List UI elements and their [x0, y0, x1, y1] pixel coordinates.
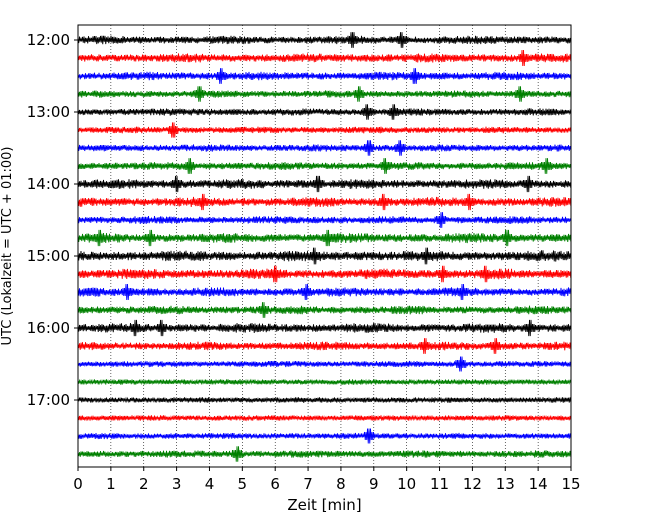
x-tick-label: 15	[561, 475, 580, 493]
y-tick-label: 12:00	[27, 31, 70, 49]
seismic-trace	[77, 428, 572, 444]
seismic-trace	[77, 68, 572, 84]
y-tick-label: 13:00	[27, 103, 70, 121]
x-tick-label: 3	[172, 475, 182, 493]
seismic-trace	[77, 338, 572, 354]
seismic-trace	[77, 32, 572, 48]
plot-frame	[77, 24, 572, 468]
seismic-trace	[77, 122, 572, 138]
trace-group	[77, 32, 572, 462]
x-axis-ticks: 0 1 2 3 4 5 6 7 8 9 10 11 12 13 14 15	[73, 467, 581, 493]
y-tick-label: 16:00	[27, 319, 70, 337]
seismic-trace	[77, 49, 572, 67]
x-tick-label: 7	[303, 475, 313, 493]
y-tick-label: 17:00	[27, 391, 70, 409]
x-tick-label: 6	[270, 475, 280, 493]
y-tick-label: 15:00	[27, 247, 70, 265]
x-tick-label: 12	[463, 475, 482, 493]
seismic-trace	[77, 319, 572, 337]
seismic-trace	[77, 378, 572, 386]
seismic-trace	[77, 356, 572, 372]
y-tick-label: 14:00	[27, 175, 70, 193]
x-tick-label: 5	[238, 475, 248, 493]
seismic-trace	[77, 265, 572, 283]
y-axis-label: UTC (Lokalzeit = UTC + 01:00)	[0, 147, 15, 346]
seismic-trace	[77, 283, 572, 301]
x-tick-label: 14	[529, 475, 548, 493]
x-tick-label: 4	[205, 475, 215, 493]
x-tick-label: 10	[397, 475, 416, 493]
x-axis-label: Zeit [min]	[287, 496, 361, 514]
seismic-trace	[77, 193, 572, 211]
x-tick-label: 8	[336, 475, 346, 493]
seismic-trace	[77, 229, 572, 247]
seismic-trace	[77, 175, 572, 193]
x-tick-label: 1	[106, 475, 116, 493]
seismic-trace	[77, 396, 572, 404]
seismic-trace	[77, 414, 572, 422]
x-tick-label: 0	[73, 475, 83, 493]
seismic-trace	[77, 158, 572, 174]
x-tick-label: 11	[430, 475, 449, 493]
x-tick-label: 9	[369, 475, 379, 493]
y-axis-ticks: 12:00 13:00 14:00 15:00 16:00 17:00	[27, 31, 78, 409]
seismic-trace	[77, 446, 572, 462]
seismic-trace	[77, 86, 572, 102]
seismic-trace	[77, 302, 572, 318]
x-tick-label: 13	[496, 475, 515, 493]
seismic-trace	[77, 140, 572, 156]
seismic-trace	[77, 212, 572, 228]
seismic-trace	[77, 247, 572, 265]
x-tick-label: 2	[139, 475, 149, 493]
seismic-trace	[77, 104, 572, 120]
